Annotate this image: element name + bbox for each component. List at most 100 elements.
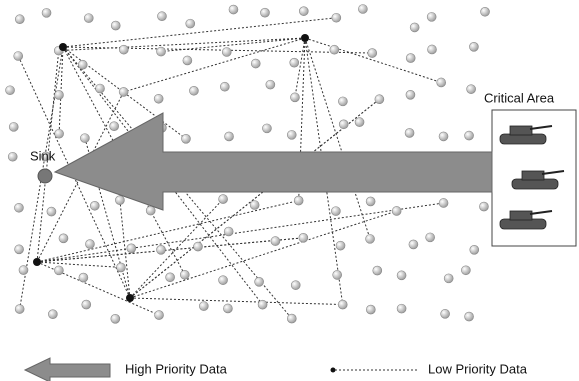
sensor-node bbox=[220, 82, 229, 91]
sensor-node bbox=[127, 244, 136, 253]
sensor-node bbox=[355, 118, 364, 127]
sensor-node bbox=[193, 242, 202, 251]
sensor-node bbox=[250, 201, 259, 210]
critical-area-label: Critical Area bbox=[484, 90, 555, 105]
sensor-node bbox=[373, 266, 382, 275]
sensor-node bbox=[339, 120, 348, 129]
sensor-node bbox=[290, 58, 299, 67]
sensor-node bbox=[258, 300, 267, 309]
sensor-node bbox=[409, 240, 418, 249]
sensor-node bbox=[78, 60, 87, 69]
sensor-node bbox=[338, 97, 347, 106]
low-priority-link bbox=[161, 38, 305, 52]
sensor-node bbox=[157, 47, 166, 56]
sensor-node bbox=[299, 233, 308, 242]
sensor-node bbox=[358, 5, 367, 14]
sensor-node bbox=[441, 309, 450, 318]
sensor-node bbox=[366, 197, 375, 206]
hub-node bbox=[126, 294, 134, 302]
low-priority-link bbox=[130, 99, 379, 298]
hub-node bbox=[301, 34, 309, 42]
hub-node bbox=[33, 258, 41, 266]
sensor-node bbox=[84, 14, 93, 23]
low-priority-link bbox=[305, 38, 441, 82]
low-priority-link bbox=[124, 38, 305, 92]
sensor-node bbox=[85, 240, 94, 249]
hub-node bbox=[59, 43, 67, 51]
sensor-node bbox=[111, 21, 120, 30]
sensor-node bbox=[366, 305, 375, 314]
sensor-node bbox=[47, 207, 56, 216]
sensor-node bbox=[154, 94, 163, 103]
sensor-node bbox=[444, 274, 453, 283]
sensor-node bbox=[461, 266, 470, 275]
sensor-node bbox=[82, 300, 91, 309]
sensor-node bbox=[251, 59, 260, 68]
sensor-node bbox=[294, 196, 303, 205]
sensor-node bbox=[287, 314, 296, 323]
sensor-node bbox=[479, 202, 488, 211]
sensor-node bbox=[96, 84, 105, 93]
sensor-node bbox=[338, 300, 347, 309]
low-priority-link bbox=[37, 203, 444, 262]
sensor-node bbox=[437, 78, 446, 87]
sensor-node bbox=[405, 128, 414, 137]
low-priority-link bbox=[130, 211, 397, 298]
sensor-node bbox=[481, 7, 490, 16]
sensor-node bbox=[79, 273, 88, 282]
sensor-node bbox=[186, 19, 195, 28]
diagram: Critical Area Sink High Priority Data Lo… bbox=[0, 0, 579, 381]
sensor-node bbox=[115, 196, 124, 205]
sensor-node bbox=[116, 263, 125, 272]
sensor-node bbox=[290, 93, 299, 102]
sink-node bbox=[38, 169, 52, 183]
sensor-node bbox=[336, 241, 345, 250]
low-priority-link bbox=[37, 201, 299, 262]
sensor-node bbox=[222, 48, 231, 57]
sensor-node bbox=[119, 87, 128, 96]
sensor-node bbox=[183, 56, 192, 65]
sensor-node bbox=[406, 90, 415, 99]
sensor-node bbox=[333, 270, 342, 279]
sensor-node bbox=[15, 15, 24, 24]
sensor-node bbox=[54, 90, 63, 99]
low-priority-link bbox=[63, 47, 372, 53]
sensor-node bbox=[375, 95, 384, 104]
low-priority-link bbox=[130, 298, 343, 305]
sensor-node bbox=[90, 201, 99, 210]
sensor-node bbox=[54, 266, 63, 275]
sensor-node bbox=[439, 132, 448, 141]
sensor-node bbox=[287, 130, 296, 139]
sensor-node bbox=[223, 304, 232, 313]
sensor-node bbox=[255, 277, 264, 286]
legend-low-label: Low Priority Data bbox=[428, 361, 528, 376]
sensor-node bbox=[157, 12, 166, 21]
sensor-node bbox=[427, 12, 436, 21]
sensor-node bbox=[330, 45, 339, 54]
sensor-node bbox=[469, 42, 478, 51]
sensor-node bbox=[225, 132, 234, 141]
sensor-node bbox=[156, 245, 165, 254]
sensor-node bbox=[397, 304, 406, 313]
sensor-node bbox=[465, 312, 474, 321]
sensor-node bbox=[224, 227, 233, 236]
sensor-node bbox=[48, 310, 57, 319]
sensor-node bbox=[397, 271, 406, 280]
sensor-node bbox=[119, 45, 128, 54]
sensor-node bbox=[368, 49, 377, 58]
sensor-node bbox=[199, 302, 208, 311]
legend-high-label: High Priority Data bbox=[125, 361, 228, 376]
sensor-node bbox=[155, 311, 164, 320]
sensor-node bbox=[8, 152, 17, 161]
low-priority-link bbox=[37, 262, 121, 267]
legend-high-arrow bbox=[25, 358, 110, 381]
sensor-node bbox=[392, 206, 401, 215]
sensor-node bbox=[439, 198, 448, 207]
sensor-node bbox=[181, 134, 190, 143]
sensor-node bbox=[15, 305, 24, 314]
low-priority-link bbox=[63, 18, 336, 47]
sensor-node bbox=[146, 206, 155, 215]
sensor-node bbox=[470, 245, 479, 254]
sensor-node bbox=[426, 233, 435, 242]
sensor-node bbox=[366, 234, 375, 243]
